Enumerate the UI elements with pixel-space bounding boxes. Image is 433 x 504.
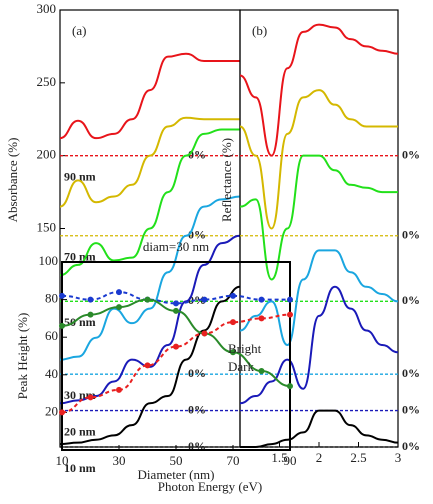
baseline-label: 0% xyxy=(188,402,206,416)
baseline-label: 0% xyxy=(188,366,206,380)
marker xyxy=(201,296,208,303)
plot-frame xyxy=(239,9,399,448)
marker xyxy=(258,315,265,322)
baseline-label: 0% xyxy=(402,228,420,242)
marker xyxy=(287,383,293,390)
panel-title: (a) xyxy=(72,23,86,38)
marker xyxy=(87,311,94,318)
y-axis-label: Peak Height (%) xyxy=(15,313,30,400)
series-line xyxy=(59,128,240,277)
y-tick-label: 60 xyxy=(45,328,58,343)
x-tick-label: 2.5 xyxy=(350,450,366,465)
y-axis-label: Absorbance (%) xyxy=(5,138,20,223)
baseline-label: 0% xyxy=(188,293,206,307)
marker xyxy=(201,330,208,337)
series-line xyxy=(61,313,291,414)
baseline-label: 0% xyxy=(402,439,420,453)
x-tick-label: 30 xyxy=(113,453,126,468)
baseline-label: 0% xyxy=(402,366,420,380)
series-line xyxy=(240,409,399,448)
series-line xyxy=(239,89,398,230)
series-line xyxy=(239,154,398,281)
plot-frame xyxy=(61,261,291,451)
series-line xyxy=(59,195,241,361)
x-tick-label: 50 xyxy=(170,453,183,468)
series-line xyxy=(59,285,241,446)
panel-title: diam=30 nm xyxy=(143,239,209,254)
marker xyxy=(59,292,65,299)
marker xyxy=(173,300,179,307)
series-line xyxy=(59,52,240,140)
annotation: Bright xyxy=(228,341,262,356)
marker xyxy=(144,296,151,303)
x-tick-label: 2 xyxy=(316,450,323,465)
series-label: 90 nm xyxy=(64,169,96,183)
marker xyxy=(87,394,94,401)
series-label: 10 nm xyxy=(64,461,96,475)
marker xyxy=(87,296,94,303)
baseline-label: 0% xyxy=(402,147,420,161)
series-line xyxy=(61,291,290,305)
series-line xyxy=(239,285,399,405)
marker xyxy=(116,386,122,393)
marker xyxy=(59,322,65,329)
marker xyxy=(230,292,236,299)
series-line xyxy=(239,23,399,157)
marker xyxy=(59,409,65,416)
baseline-label: 0% xyxy=(402,402,420,416)
marker xyxy=(230,349,236,356)
x-tick-label: 3 xyxy=(395,450,402,465)
panel-title: (b) xyxy=(252,23,267,38)
marker xyxy=(144,362,151,369)
x-tick-label: 1.5 xyxy=(271,450,287,465)
series-label: 50 nm xyxy=(64,315,96,329)
marker xyxy=(116,304,122,311)
x-tick-label: 90 xyxy=(284,453,297,468)
marker xyxy=(116,289,122,296)
y-tick-label: 150 xyxy=(37,219,57,234)
annotation: Dark xyxy=(228,359,254,374)
y-axis-label: Reflectance (%) xyxy=(219,138,234,222)
x-axis-label: Photon Energy (eV) xyxy=(158,479,262,494)
inset-x-label: Diameter (nm) xyxy=(138,467,215,482)
y-tick-label: 40 xyxy=(45,366,58,381)
series-line xyxy=(239,249,399,347)
marker xyxy=(258,368,265,375)
marker xyxy=(230,319,236,326)
marker xyxy=(173,343,179,350)
y-tick-label: 250 xyxy=(37,74,57,89)
y-tick-label: 20 xyxy=(45,403,58,418)
x-tick-label: 10 xyxy=(56,453,69,468)
y-tick-label: 80 xyxy=(45,291,58,306)
x-tick-label: 70 xyxy=(227,453,240,468)
y-tick-label: 300 xyxy=(37,1,57,16)
marker xyxy=(287,311,293,318)
marker xyxy=(287,296,293,303)
y-tick-label: 100 xyxy=(39,253,59,268)
y-tick-label: 200 xyxy=(37,147,57,162)
marker xyxy=(258,296,265,303)
series-line xyxy=(59,116,241,208)
marker xyxy=(173,307,179,314)
baseline-label: 0% xyxy=(402,293,420,307)
series-label: 20 nm xyxy=(64,424,96,438)
